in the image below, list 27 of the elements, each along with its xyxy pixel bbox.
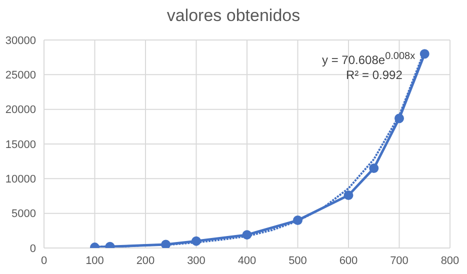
y-tick-label: 20000 (5, 104, 36, 116)
fit-equation-text: y = 70.608e$^{0.008x}$ (322, 50, 416, 68)
point (420, 49, 430, 59)
fit-equation-text: R² = 0.992 (346, 67, 402, 83)
x-tick-label: 500 (288, 254, 307, 267)
point (394, 114, 404, 124)
y-tick-label: 25000 (5, 70, 36, 82)
x-tick-label: 100 (86, 254, 104, 267)
x-tick-label: 600 (339, 254, 358, 267)
chart-title: valores obtenidos (166, 6, 302, 26)
x-tick-label: 300 (187, 254, 206, 267)
point (369, 164, 379, 174)
point (242, 230, 252, 240)
y-tick-label: 0 (30, 242, 36, 255)
y-tick-label: 5000 (12, 208, 36, 220)
x-tick-label: 800 (440, 254, 460, 267)
x-tick-label: 400 (238, 254, 256, 267)
x-tick-label: 700 (390, 254, 408, 267)
point (192, 236, 201, 246)
y-tick-label: 30000 (5, 34, 36, 47)
y-tick-label: 15000 (5, 138, 36, 151)
x-tick-label: 200 (136, 254, 155, 267)
point (293, 216, 302, 226)
point (161, 240, 171, 248)
x-tick-label: 0 (40, 254, 48, 267)
point (344, 190, 354, 200)
y-tick-label: 10000 (5, 174, 36, 186)
